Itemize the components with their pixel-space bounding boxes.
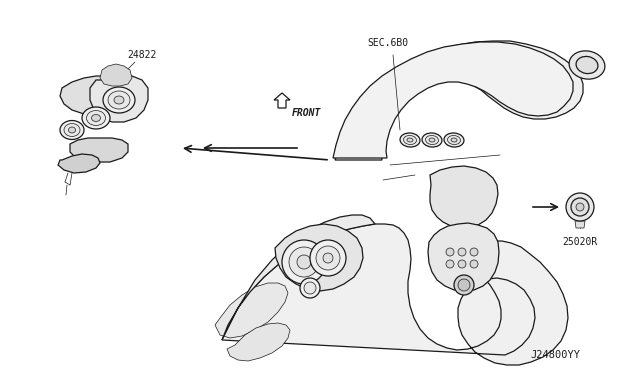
Polygon shape bbox=[100, 64, 132, 86]
Polygon shape bbox=[90, 76, 148, 122]
Circle shape bbox=[282, 240, 326, 284]
Ellipse shape bbox=[114, 96, 124, 104]
Ellipse shape bbox=[569, 51, 605, 79]
Text: 24822: 24822 bbox=[127, 50, 156, 60]
Circle shape bbox=[289, 247, 319, 277]
Circle shape bbox=[297, 255, 311, 269]
Circle shape bbox=[323, 253, 333, 263]
Polygon shape bbox=[222, 224, 568, 365]
Polygon shape bbox=[215, 283, 288, 338]
Circle shape bbox=[316, 246, 340, 270]
Text: FRONT: FRONT bbox=[292, 108, 321, 118]
Polygon shape bbox=[575, 221, 585, 228]
Ellipse shape bbox=[444, 133, 464, 147]
Polygon shape bbox=[428, 223, 499, 291]
Ellipse shape bbox=[400, 133, 420, 147]
Ellipse shape bbox=[92, 115, 100, 122]
Text: SEC.6B0: SEC.6B0 bbox=[367, 38, 408, 48]
Ellipse shape bbox=[451, 138, 457, 142]
Circle shape bbox=[566, 193, 594, 221]
Circle shape bbox=[458, 248, 466, 256]
Ellipse shape bbox=[103, 87, 135, 113]
Circle shape bbox=[470, 248, 478, 256]
Ellipse shape bbox=[82, 107, 110, 129]
Ellipse shape bbox=[576, 57, 598, 74]
Ellipse shape bbox=[426, 135, 438, 144]
Polygon shape bbox=[70, 138, 128, 162]
Circle shape bbox=[304, 282, 316, 294]
Circle shape bbox=[571, 198, 589, 216]
Ellipse shape bbox=[403, 135, 417, 144]
Circle shape bbox=[300, 278, 320, 298]
Ellipse shape bbox=[108, 91, 130, 109]
Circle shape bbox=[454, 275, 474, 295]
Polygon shape bbox=[222, 215, 375, 340]
Circle shape bbox=[310, 240, 346, 276]
Circle shape bbox=[470, 260, 478, 268]
Polygon shape bbox=[274, 93, 290, 108]
Circle shape bbox=[576, 203, 584, 211]
Polygon shape bbox=[58, 154, 100, 173]
Ellipse shape bbox=[407, 138, 413, 142]
Polygon shape bbox=[227, 323, 290, 361]
Polygon shape bbox=[430, 166, 498, 228]
Circle shape bbox=[446, 260, 454, 268]
Polygon shape bbox=[275, 224, 363, 291]
Text: 25020R: 25020R bbox=[562, 237, 597, 247]
Text: J24800YY: J24800YY bbox=[530, 350, 580, 360]
Circle shape bbox=[458, 279, 470, 291]
Ellipse shape bbox=[60, 121, 84, 140]
Ellipse shape bbox=[68, 127, 76, 133]
Polygon shape bbox=[333, 42, 573, 158]
Ellipse shape bbox=[429, 138, 435, 142]
Ellipse shape bbox=[422, 133, 442, 147]
Polygon shape bbox=[335, 41, 583, 160]
Circle shape bbox=[446, 248, 454, 256]
Ellipse shape bbox=[64, 124, 80, 137]
Ellipse shape bbox=[86, 110, 106, 125]
Circle shape bbox=[458, 260, 466, 268]
Polygon shape bbox=[60, 76, 130, 116]
Ellipse shape bbox=[447, 135, 461, 144]
